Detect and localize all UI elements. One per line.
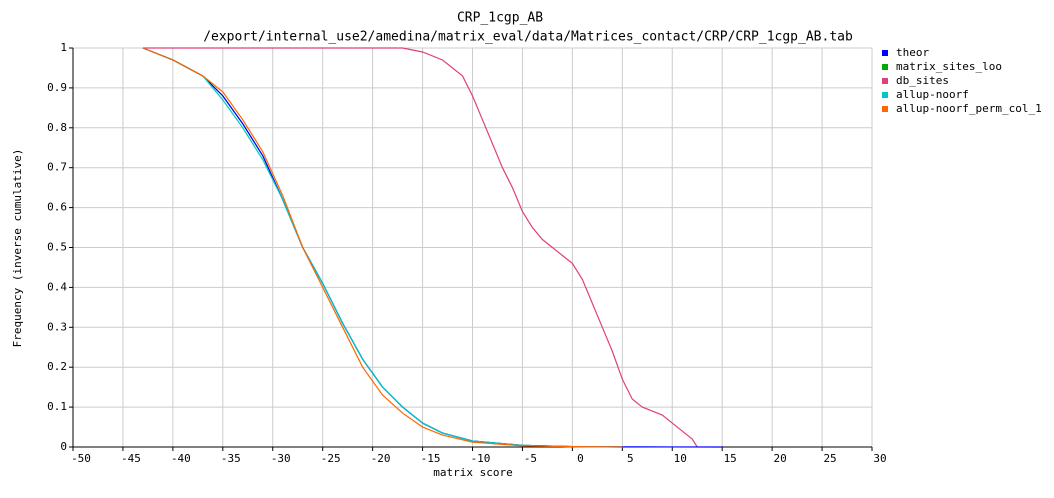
series-line [142, 47, 623, 448]
series-line [142, 47, 698, 448]
legend-label: db_sites [896, 74, 949, 87]
series-line [142, 47, 623, 448]
legend-label: theor [896, 46, 929, 59]
y-tick-label: 0.1 [47, 400, 67, 413]
legend-marker [882, 50, 888, 56]
x-tick-label: 0 [577, 452, 584, 465]
chart-subtitle: /export/internal_use2/amedina/matrix_eva… [203, 30, 853, 45]
x-tick-label: -50 [71, 452, 91, 465]
y-tick-label: 0.5 [47, 241, 67, 254]
y-axis-label: Frequency (inverse cumulative) [11, 149, 24, 348]
x-tick-label: 10 [674, 452, 687, 465]
x-axis-label: matrix score [433, 466, 512, 479]
x-tick-label: -25 [321, 452, 341, 465]
y-tick-label: 0.6 [47, 201, 67, 214]
legend-marker [882, 106, 888, 112]
chart-title: CRP_1cgp_AB [457, 11, 543, 26]
x-tick-label: 15 [724, 452, 737, 465]
legend-label: matrix_sites_loo [896, 60, 1002, 73]
legend-label: allup-noorf_perm_col_1 [896, 102, 1042, 115]
legend-label: allup-noorf [896, 88, 969, 101]
x-tick-label: -10 [471, 452, 491, 465]
x-tick-label: -45 [121, 452, 141, 465]
y-tick-label: 0 [60, 440, 67, 453]
x-tick-label: 25 [823, 452, 836, 465]
x-tick-label: 30 [873, 452, 886, 465]
legend-marker [882, 78, 888, 84]
legend-marker [882, 92, 888, 98]
legend-marker [882, 64, 888, 70]
y-tick-label: 0.3 [47, 320, 67, 333]
x-tick-label: -30 [271, 452, 291, 465]
y-tick-label: 0.7 [47, 161, 67, 174]
x-tick-label: -35 [221, 452, 241, 465]
x-tick-label: -5 [524, 452, 537, 465]
x-tick-label: -20 [371, 452, 391, 465]
x-tick-label: -40 [171, 452, 191, 465]
x-tick-label: 20 [774, 452, 787, 465]
x-tick-label: 5 [627, 452, 634, 465]
x-tick-label: -15 [421, 452, 441, 465]
y-tick-label: 0.2 [47, 360, 67, 373]
y-tick-label: 1 [60, 41, 67, 54]
y-tick-label: 0.4 [47, 280, 67, 293]
y-tick-label: 0.8 [47, 121, 67, 134]
y-tick-label: 0.9 [47, 81, 67, 94]
